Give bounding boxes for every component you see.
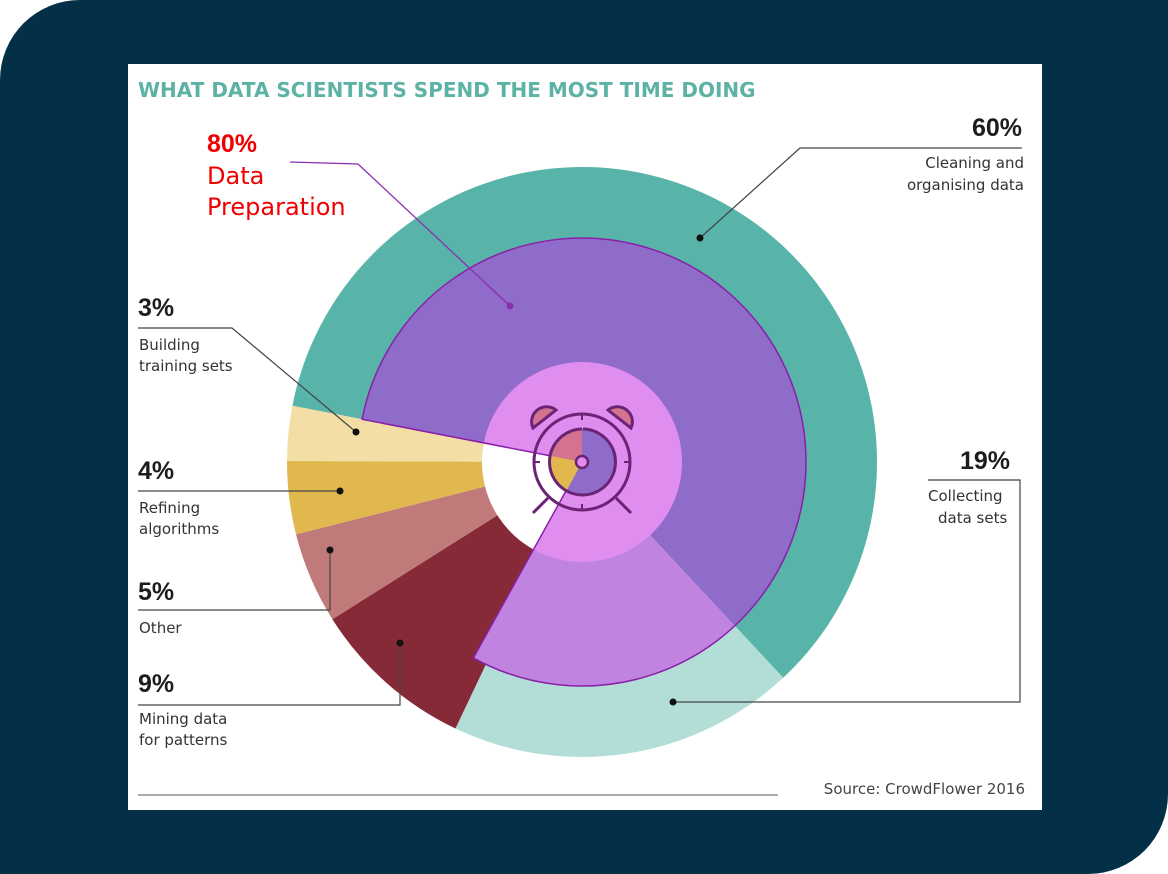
- label-9: 9% Mining data for patterns: [138, 670, 228, 749]
- leader-line-9: [138, 643, 401, 706]
- alarm-clock-icon: [530, 405, 634, 515]
- clock-face-rose: [549, 429, 582, 462]
- label-19: 19% Collecting data sets: [928, 447, 1010, 527]
- label-5: 5% Other: [138, 578, 182, 637]
- clock-bell-left: [530, 405, 559, 431]
- leader-line-80: [289, 161, 511, 307]
- label-5-line1: Other: [139, 619, 182, 637]
- clock-leg-left: [531, 496, 550, 515]
- label-9-line1: Mining data: [139, 710, 227, 728]
- leader-dot-5: [326, 546, 334, 554]
- label-19-line2: data sets: [938, 509, 1007, 527]
- chart-title: WHAT DATA SCIENTISTS SPEND THE MOST TIME…: [138, 78, 756, 102]
- label-5-percent: 5%: [138, 578, 174, 606]
- label-9-line2: for patterns: [139, 731, 228, 749]
- overlay-outline: [361, 237, 807, 687]
- label-80-percent: 80%: [207, 130, 257, 158]
- label-4-line1: Refining: [139, 499, 200, 517]
- clock-bell-right: [605, 405, 634, 431]
- label-4: 4% Refining algorithms: [138, 457, 219, 538]
- label-3-percent: 3%: [138, 294, 174, 322]
- label-3: 3% Building training sets: [138, 294, 233, 375]
- leader-dot-4: [336, 487, 344, 495]
- label-80-line1: Data: [207, 162, 264, 190]
- leader-dot-19: [669, 698, 677, 706]
- label-4-line2: algorithms: [139, 520, 219, 538]
- leader-dot-80: [506, 302, 514, 310]
- label-60-line2: organising data: [907, 176, 1024, 194]
- label-60-percent: 60%: [972, 114, 1022, 142]
- source-note: Source: CrowdFlower 2016: [824, 780, 1025, 798]
- label-9-percent: 9%: [138, 670, 174, 698]
- label-4-percent: 4%: [138, 457, 174, 485]
- label-19-line1: Collecting: [928, 487, 1003, 505]
- overlay-collecting: [473, 462, 735, 687]
- label-3-line1: Building: [139, 336, 200, 354]
- leader-dot-9: [396, 639, 404, 647]
- clock-face-rim: [548, 427, 617, 497]
- leader-line-19: [673, 479, 1021, 703]
- leader-line-3: [138, 327, 357, 433]
- label-80: 80% Data Preparation: [207, 130, 346, 221]
- clock-leg-right: [614, 496, 633, 515]
- leader-dot-60: [696, 234, 704, 242]
- label-60: 60% Cleaning and organising data: [907, 114, 1024, 194]
- clock-center: [574, 454, 590, 470]
- label-19-percent: 19%: [960, 447, 1010, 475]
- leader-line-5: [138, 550, 331, 611]
- label-60-line1: Cleaning and: [925, 154, 1024, 172]
- label-80-line2: Preparation: [207, 193, 346, 221]
- leader-lines: [138, 147, 1022, 796]
- label-3-line2: training sets: [139, 357, 233, 375]
- leader-dot-3: [352, 428, 360, 436]
- leader-line-60: [699, 147, 1022, 239]
